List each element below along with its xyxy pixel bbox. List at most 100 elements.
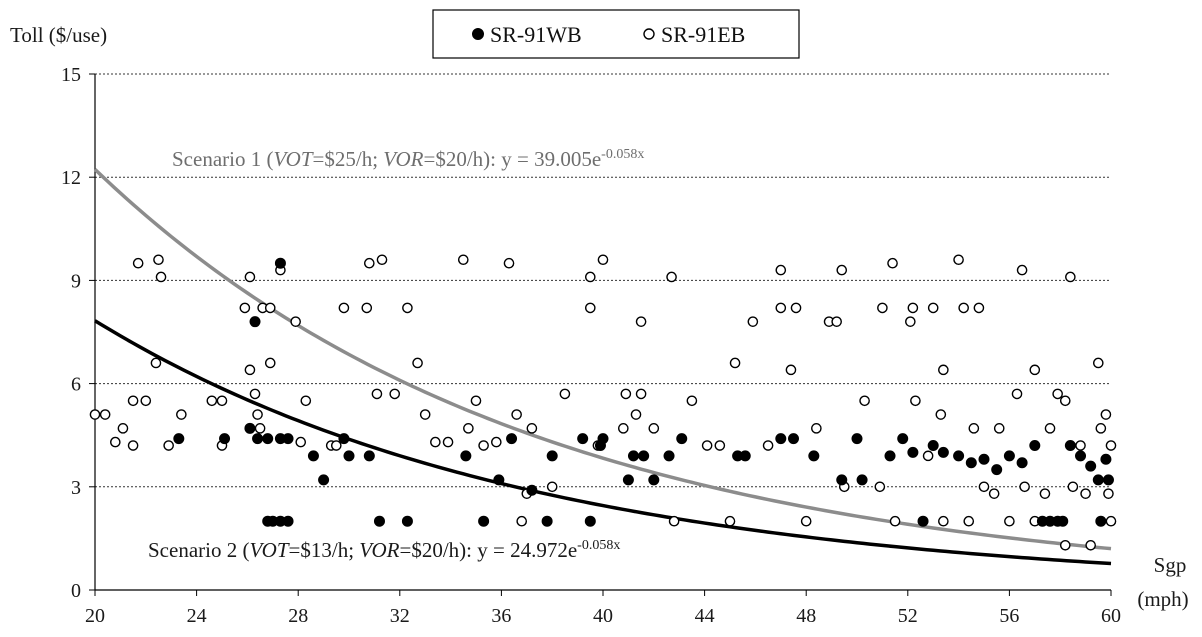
point-sr91wb [1016, 457, 1028, 469]
point-sr91eb [686, 395, 698, 407]
point-sr91eb [724, 515, 736, 527]
point-sr91eb [1067, 481, 1079, 493]
point-sr91eb [635, 316, 647, 327]
point-sr91eb [176, 409, 187, 420]
point-sr91wb [282, 515, 294, 527]
y-tick-label: 12 [61, 167, 81, 189]
scenario2-label: Scenario 2 (VOT=$13/h; VOR=$20/h): y = 2… [148, 538, 620, 562]
point-sr91wb [907, 446, 919, 458]
point-sr91wb [1085, 460, 1097, 472]
point-sr91eb [206, 395, 218, 407]
point-sr91wb [373, 515, 385, 527]
point-sr91wb [493, 474, 505, 486]
point-sr91eb [457, 254, 469, 266]
legend: SR-91WB SR-91EB [432, 9, 800, 59]
point-sr91eb [618, 423, 629, 434]
point-sr91wb [978, 453, 990, 465]
point-sr91wb [897, 433, 909, 445]
point-sr91eb [922, 450, 934, 462]
point-sr91eb [371, 388, 383, 400]
y-tick-label: 6 [71, 374, 81, 396]
point-sr91wb [546, 450, 558, 462]
point-sr91eb [1065, 271, 1076, 283]
point-sr91eb [620, 388, 632, 400]
point-sr91eb [290, 316, 301, 327]
point-sr91eb [889, 515, 901, 527]
point-sr91eb [163, 440, 174, 451]
scenario2-curve [94, 319, 1112, 566]
point-sr91wb [884, 450, 896, 462]
point-sr91wb [584, 515, 596, 527]
point-sr91wb [648, 474, 660, 486]
point-sr91eb [1093, 357, 1104, 369]
point-sr91eb [1019, 481, 1030, 493]
point-sr91eb [526, 423, 538, 434]
point-sr91eb [153, 254, 164, 266]
data-points [89, 254, 1117, 551]
point-sr91eb [127, 440, 139, 451]
point-sr91eb [338, 302, 350, 314]
point-sr91eb [1059, 539, 1071, 551]
x-axis-ticks: 20 24 28 32 36 40 44 48 52 56 60 [85, 590, 1121, 627]
point-sr91eb [585, 302, 596, 314]
point-sr91eb [376, 254, 388, 266]
point-sr91wb [638, 450, 650, 462]
point-sr91wb [1075, 450, 1087, 462]
x-tick-label: 52 [898, 605, 918, 627]
point-sr91eb [775, 264, 787, 276]
scenario1-label: Scenario 1 (VOT=$25/h; VOR=$20/h): y = 3… [172, 147, 644, 171]
point-sr91wb [597, 433, 609, 445]
x-axis-unit: (mph) [1137, 587, 1188, 611]
scenario1-curve [93, 168, 1112, 551]
point-sr91wb [343, 450, 355, 462]
point-sr91eb [389, 388, 401, 400]
point-sr91eb [927, 302, 939, 314]
x-tick-label: 28 [288, 605, 308, 627]
point-sr91eb [938, 364, 949, 376]
point-sr91eb [714, 440, 726, 451]
point-sr91eb [785, 364, 797, 376]
point-sr91eb [264, 302, 276, 314]
point-sr91eb [859, 395, 870, 407]
point-sr91wb [307, 450, 319, 462]
point-sr91eb [953, 254, 964, 266]
x-axis-title: Sgp [1154, 553, 1187, 577]
point-sr91eb [402, 302, 413, 314]
point-sr91eb [295, 436, 307, 448]
y-tick-label: 0 [71, 580, 81, 602]
point-sr91wb [622, 474, 634, 486]
point-sr91eb [127, 395, 139, 407]
point-sr91wb [965, 457, 977, 469]
point-sr91eb [1004, 515, 1015, 527]
point-sr91eb [874, 481, 886, 493]
point-sr91eb [463, 423, 474, 434]
gridlines [95, 73, 1111, 488]
point-sr91eb [836, 264, 848, 276]
point-sr91eb [958, 302, 969, 314]
y-axis-ticks: 0 3 6 9 12 15 [61, 64, 95, 602]
point-sr91eb [470, 395, 482, 407]
point-sr91eb [478, 440, 489, 451]
y-tick-label: 9 [71, 270, 81, 292]
point-sr91wb [851, 433, 863, 445]
x-tick-label: 20 [85, 605, 105, 627]
point-sr91eb [244, 271, 256, 283]
point-sr91eb [1059, 395, 1071, 407]
point-sr91wb [663, 450, 675, 462]
point-sr91eb [973, 302, 985, 314]
legend-box [432, 9, 800, 59]
point-sr91wb [262, 433, 274, 445]
point-sr91eb [264, 357, 276, 369]
point-sr91eb [503, 257, 515, 269]
point-sr91eb [1095, 423, 1107, 434]
point-sr91wb [577, 433, 589, 445]
point-sr91eb [811, 423, 822, 434]
point-sr91wb [249, 316, 261, 328]
point-sr91eb [442, 436, 454, 448]
point-sr91wb [282, 433, 294, 445]
legend-marker-eb [643, 28, 655, 40]
point-sr91wb [1064, 440, 1076, 452]
point-sr91eb [877, 302, 888, 314]
x-tick-label: 56 [999, 605, 1019, 627]
point-sr91eb [216, 395, 228, 407]
